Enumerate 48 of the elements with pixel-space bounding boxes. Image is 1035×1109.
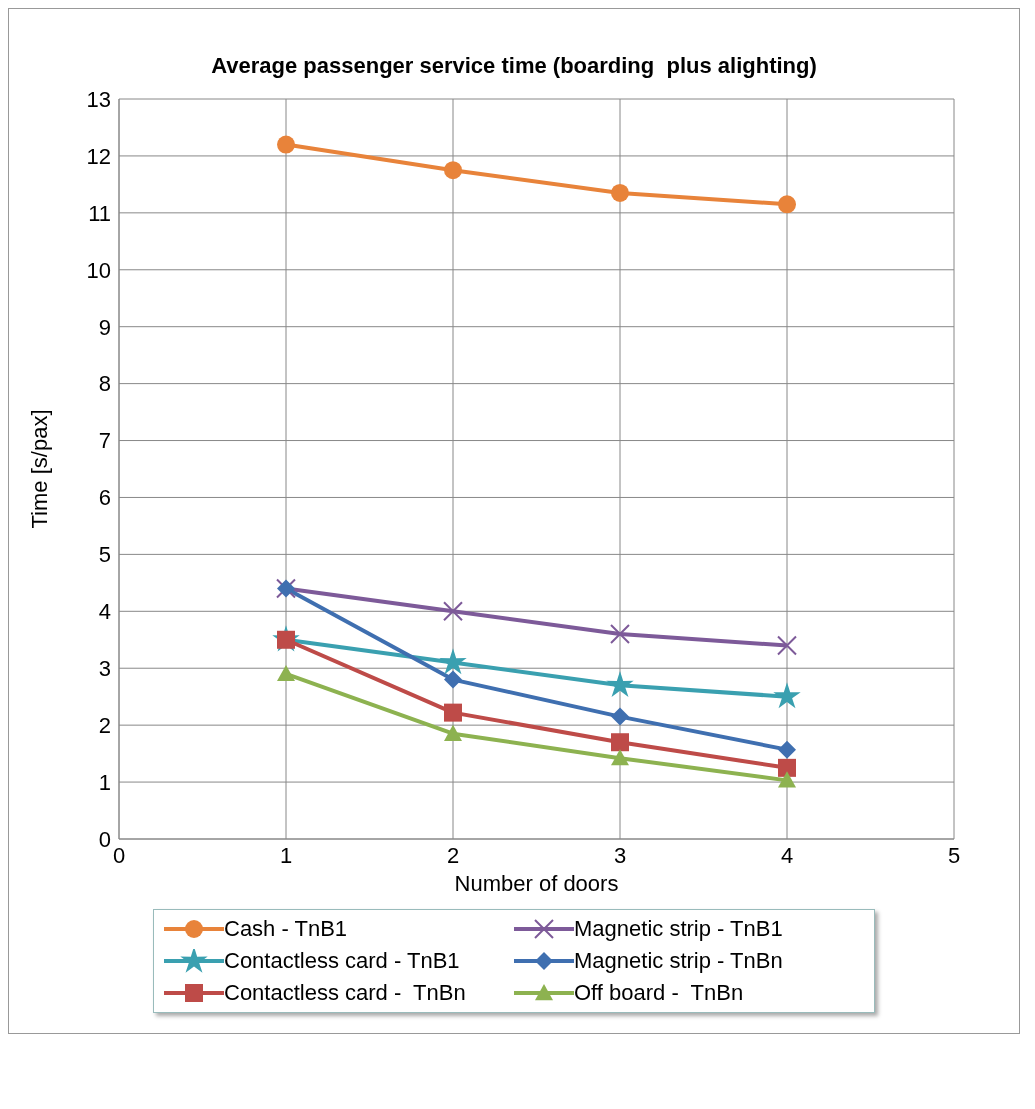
- x-tick-label: 3: [613, 842, 627, 868]
- point: [778, 195, 796, 214]
- point: [773, 682, 801, 709]
- point: [610, 624, 630, 645]
- point: [778, 740, 796, 759]
- y-tick-label: 2: [98, 712, 111, 738]
- point: [611, 707, 629, 726]
- y-axis-title: Time [s/pax]: [26, 409, 52, 529]
- x-tick-label: 2: [446, 842, 460, 868]
- point: [443, 601, 463, 622]
- point: [611, 749, 629, 766]
- y-tick-label: 4: [98, 599, 111, 625]
- y-tick-label: 1: [98, 769, 111, 795]
- legend-label: Contactless card - TnB1: [224, 948, 460, 974]
- x-tick-label: 5: [947, 842, 961, 868]
- legend-label: Magnetic strip - TnB1: [574, 916, 783, 942]
- legend-label: Off board - TnBn: [574, 980, 744, 1006]
- point: [444, 703, 462, 722]
- point: [444, 161, 462, 180]
- point: [444, 724, 462, 741]
- point: [277, 135, 295, 154]
- x-axis-title: Number of doors: [454, 871, 619, 896]
- point: [778, 758, 796, 777]
- point: [777, 635, 797, 656]
- point: [778, 771, 796, 788]
- y-tick-label: 10: [86, 257, 111, 283]
- y-tick-label: 13: [86, 86, 111, 112]
- y-tick-label: 3: [98, 656, 111, 682]
- point: [611, 183, 629, 202]
- y-tick-label: 8: [98, 371, 111, 397]
- x-tick-label: 4: [780, 842, 794, 868]
- y-tick-label: 6: [98, 485, 111, 511]
- point: [277, 664, 295, 682]
- y-tick-label: 9: [98, 314, 111, 340]
- y-tick-label: 7: [98, 428, 111, 454]
- point: [439, 648, 467, 675]
- y-tick-label: 5: [98, 542, 111, 568]
- point: [444, 670, 462, 689]
- legend-label: Magnetic strip - TnBn: [574, 948, 783, 974]
- y-tick-label: 11: [88, 200, 111, 226]
- legend-label: Cash - TnB1: [224, 916, 348, 942]
- point: [611, 733, 629, 752]
- x-tick-label: 1: [279, 842, 293, 868]
- point: [606, 670, 634, 697]
- y-tick-label: 0: [98, 826, 111, 852]
- y-tick-label: 12: [86, 143, 111, 169]
- legend-label: Contactless card - TnBn: [224, 980, 466, 1006]
- chart-title: Average passenger service time (boarding plus alighting): [210, 53, 818, 79]
